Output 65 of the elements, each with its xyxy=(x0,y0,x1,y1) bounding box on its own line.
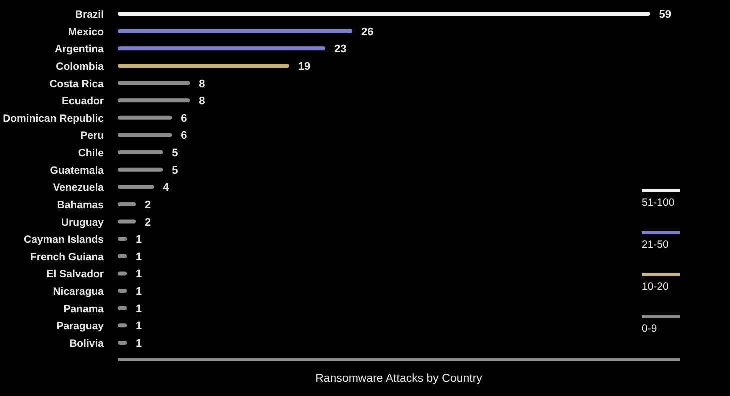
y-tick-label: Paraguay xyxy=(56,320,104,333)
data-label: 19 xyxy=(298,60,311,73)
bar xyxy=(118,341,128,345)
y-tick-label: El Salvador xyxy=(46,268,104,281)
y-tick-label: Argentina xyxy=(54,44,104,56)
y-tick-label: Guatemala xyxy=(50,164,104,177)
bar xyxy=(118,29,353,34)
y-tick-label: Chile xyxy=(78,148,104,160)
bar xyxy=(118,272,128,276)
bar xyxy=(118,289,128,294)
data-label: 1 xyxy=(136,338,142,350)
legend-label: 0-9 xyxy=(642,323,658,335)
data-label: 59 xyxy=(659,9,672,21)
bar xyxy=(118,185,154,190)
bar xyxy=(118,324,128,328)
data-label: 8 xyxy=(199,96,206,108)
data-label: 2 xyxy=(145,216,152,229)
y-tick-label: Cayman Islands xyxy=(24,234,104,246)
y-tick-label: Nicaragua xyxy=(53,286,104,298)
y-tick-label: Bahamas xyxy=(57,199,104,212)
legend-label: 51-100 xyxy=(642,197,675,209)
bar xyxy=(118,133,172,138)
y-tick-label: Costa Rica xyxy=(50,78,104,90)
bar xyxy=(118,306,128,310)
y-tick-label: Panama xyxy=(64,303,104,316)
bar xyxy=(118,12,650,16)
y-tick-label: Colombia xyxy=(56,60,104,73)
bar xyxy=(118,254,128,258)
bar xyxy=(118,150,164,155)
y-tick-label: Brazil xyxy=(75,9,104,21)
y-tick-label: French Guiana xyxy=(30,251,104,264)
bar xyxy=(118,98,190,103)
data-label: 1 xyxy=(136,320,142,333)
bar xyxy=(118,46,326,51)
data-label: 26 xyxy=(362,26,374,38)
data-label: 1 xyxy=(136,303,142,316)
y-tick-label: Uruguay xyxy=(61,216,104,229)
data-label: 23 xyxy=(334,44,347,56)
bar xyxy=(118,81,190,86)
data-label: 2 xyxy=(145,199,152,212)
bar xyxy=(118,168,164,172)
data-label: 5 xyxy=(172,148,178,160)
data-label: 6 xyxy=(181,130,188,142)
y-tick-label: Bolivia xyxy=(70,338,104,350)
y-tick-label: Dominican Republic xyxy=(3,112,104,125)
bar xyxy=(118,202,136,206)
y-tick-label: Ecuador xyxy=(62,96,104,108)
data-label: 5 xyxy=(172,164,178,177)
data-label: 8 xyxy=(199,78,206,90)
y-tick-label: Venezuela xyxy=(53,182,104,194)
data-label: 1 xyxy=(136,251,142,264)
y-tick-label: Peru xyxy=(80,130,104,142)
bar xyxy=(118,237,128,242)
bar xyxy=(118,220,136,224)
y-tick-label: Mexico xyxy=(68,26,104,38)
bar xyxy=(118,116,172,120)
bar xyxy=(118,64,290,68)
data-label: 1 xyxy=(136,268,142,281)
x-axis-title: Ransomware Attacks by Country xyxy=(316,373,483,385)
legend-label: 21-50 xyxy=(642,239,670,251)
data-label: 1 xyxy=(136,234,142,246)
legend-label: 10-20 xyxy=(642,281,670,293)
data-label: 4 xyxy=(163,182,170,194)
data-label: 1 xyxy=(136,286,142,298)
data-label: 6 xyxy=(181,112,188,125)
